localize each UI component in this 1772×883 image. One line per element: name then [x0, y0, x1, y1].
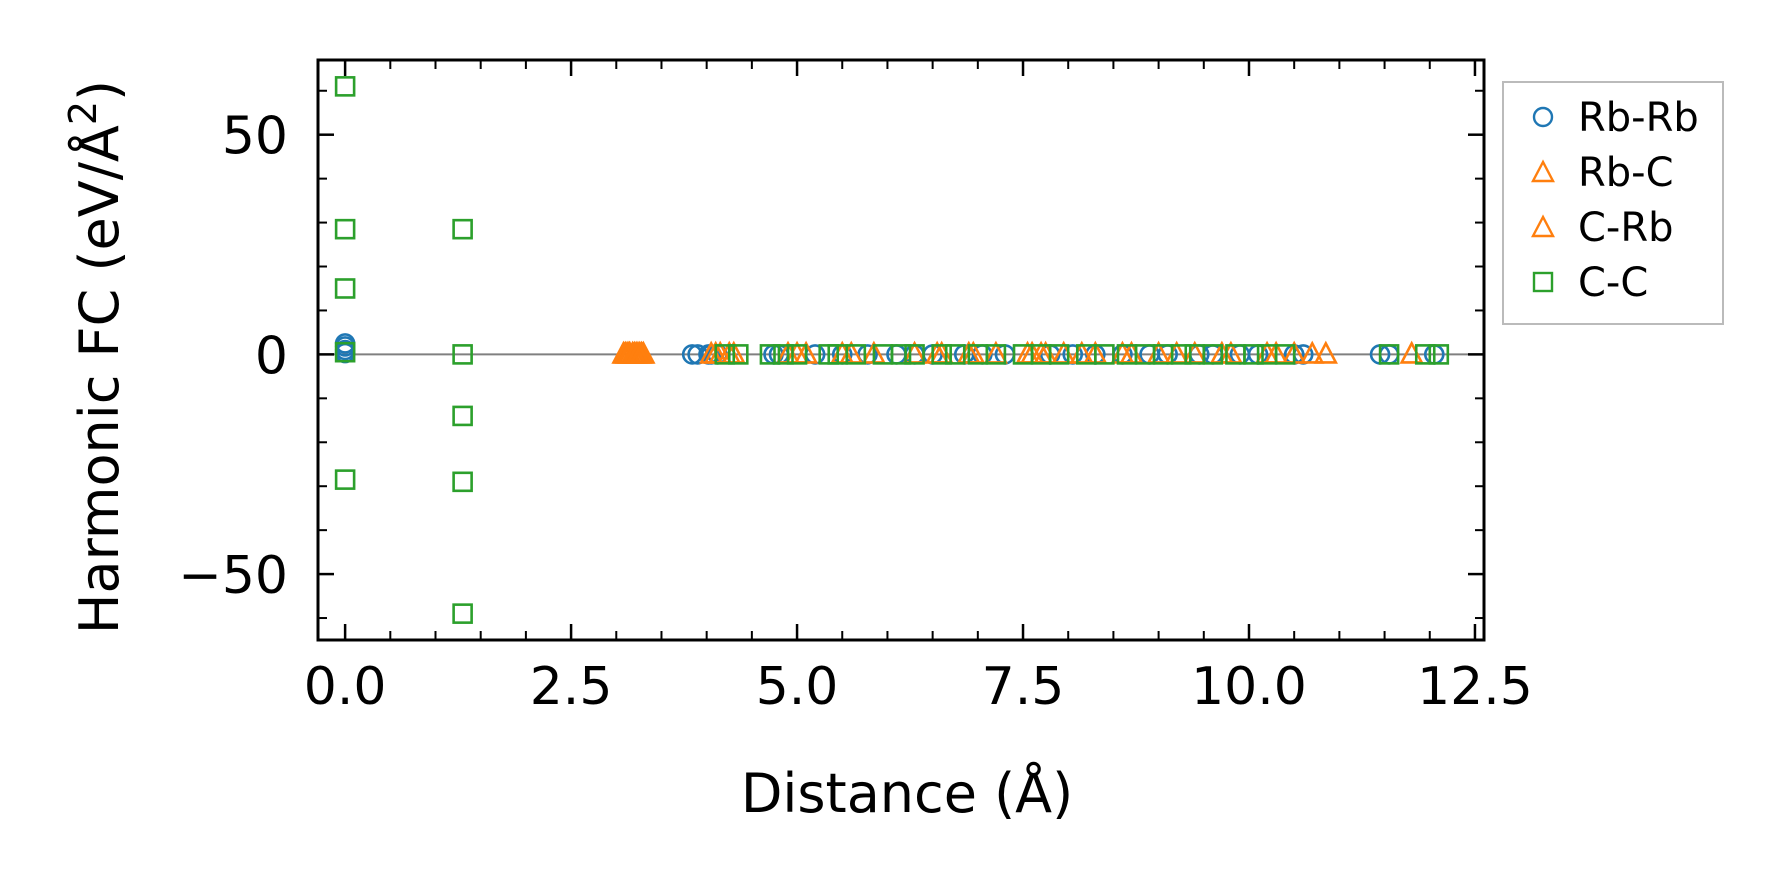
legend-marker-Rb-C: [1531, 159, 1555, 183]
y-tick-label-0: −50: [178, 546, 288, 606]
y-axis-label-main: Harmonic FC (eV/Å: [67, 125, 131, 634]
point-C-C-20: [904, 344, 925, 365]
point-C-C-7: [452, 405, 473, 427]
point-C-C-14: [786, 344, 808, 365]
legend-label-Rb-C: Rb-C: [1578, 150, 1674, 196]
legend-label-C-Rb: C-Rb: [1578, 205, 1674, 251]
point-C-C-11: [728, 344, 749, 365]
legend-box: [1502, 81, 1724, 325]
legend-label-C-C: C-C: [1578, 260, 1648, 306]
point-C-C-24: [985, 344, 1007, 365]
point-C-C-41: [1414, 344, 1436, 365]
x-tick-label-3: 7.5: [982, 657, 1065, 717]
legend-label-Rb-Rb: Rb-Rb: [1578, 95, 1699, 141]
point-C-C-27: [1048, 344, 1070, 365]
series-C-C: [334, 76, 1450, 624]
point-C-C-5: [452, 218, 473, 240]
point-C-C-17: [845, 344, 867, 365]
point-C-C-8: [452, 471, 473, 493]
point-C-C-29: [1094, 344, 1115, 365]
point-C-C-35: [1202, 344, 1224, 365]
y-axis-label-tail: ): [68, 80, 131, 101]
point-C-C-1: [334, 218, 356, 240]
axes: 0.0 2.5 5.0 7.5 10.0 12.5 −50 0 50: [178, 58, 1533, 717]
point-C-C-39: [1274, 344, 1296, 365]
x-tick-label-2: 5.0: [756, 657, 839, 717]
legend-marker-C-Rb: [1531, 214, 1555, 238]
point-C-C-19: [890, 344, 912, 365]
point-C-C-4: [334, 341, 356, 363]
y-axis-label: Harmonic FC (eV/Å2): [61, 80, 131, 634]
point-C-C-2: [334, 278, 356, 299]
x-tick-label-4: 10.0: [1191, 657, 1307, 717]
point-C-C-33: [1170, 344, 1192, 365]
point-C-C-21: [931, 344, 952, 365]
point-C-C-10: [714, 344, 736, 365]
x-tick-label-5: 12.5: [1417, 657, 1533, 717]
y-tick-label-1: 0: [255, 326, 288, 386]
axes-frame: [316, 58, 1486, 642]
point-C-C-6: [452, 344, 473, 365]
x-axis-label: Distance (Å): [741, 761, 1073, 825]
y-tick-label-2: 50: [222, 107, 288, 167]
point-C-C-37: [1243, 344, 1264, 365]
point-C-Rb-18: [1300, 340, 1325, 364]
legend-marker-C-C: [1532, 271, 1554, 293]
point-C-Rb-4: [629, 340, 654, 364]
plot-area: [318, 76, 1484, 624]
x-tick-label-0: 0.0: [304, 657, 387, 717]
point-C-C-22: [944, 344, 966, 365]
legend: Rb-Rb Rb-C C-Rb C-C: [1502, 81, 1724, 325]
legend-marker-Rb-Rb: [1532, 106, 1554, 128]
point-C-C-9: [452, 603, 473, 624]
point-C-C-13: [773, 344, 794, 365]
y-axis-label-sup: 2: [61, 101, 105, 125]
point-C-C-40: [1378, 344, 1400, 365]
point-C-C-3: [334, 469, 356, 490]
point-C-C-12: [759, 344, 781, 365]
x-tick-label-1: 2.5: [530, 657, 613, 717]
point-C-C-42: [1428, 344, 1450, 365]
point-C-C-0: [334, 76, 356, 97]
point-Rb-C-28: [1313, 340, 1338, 364]
